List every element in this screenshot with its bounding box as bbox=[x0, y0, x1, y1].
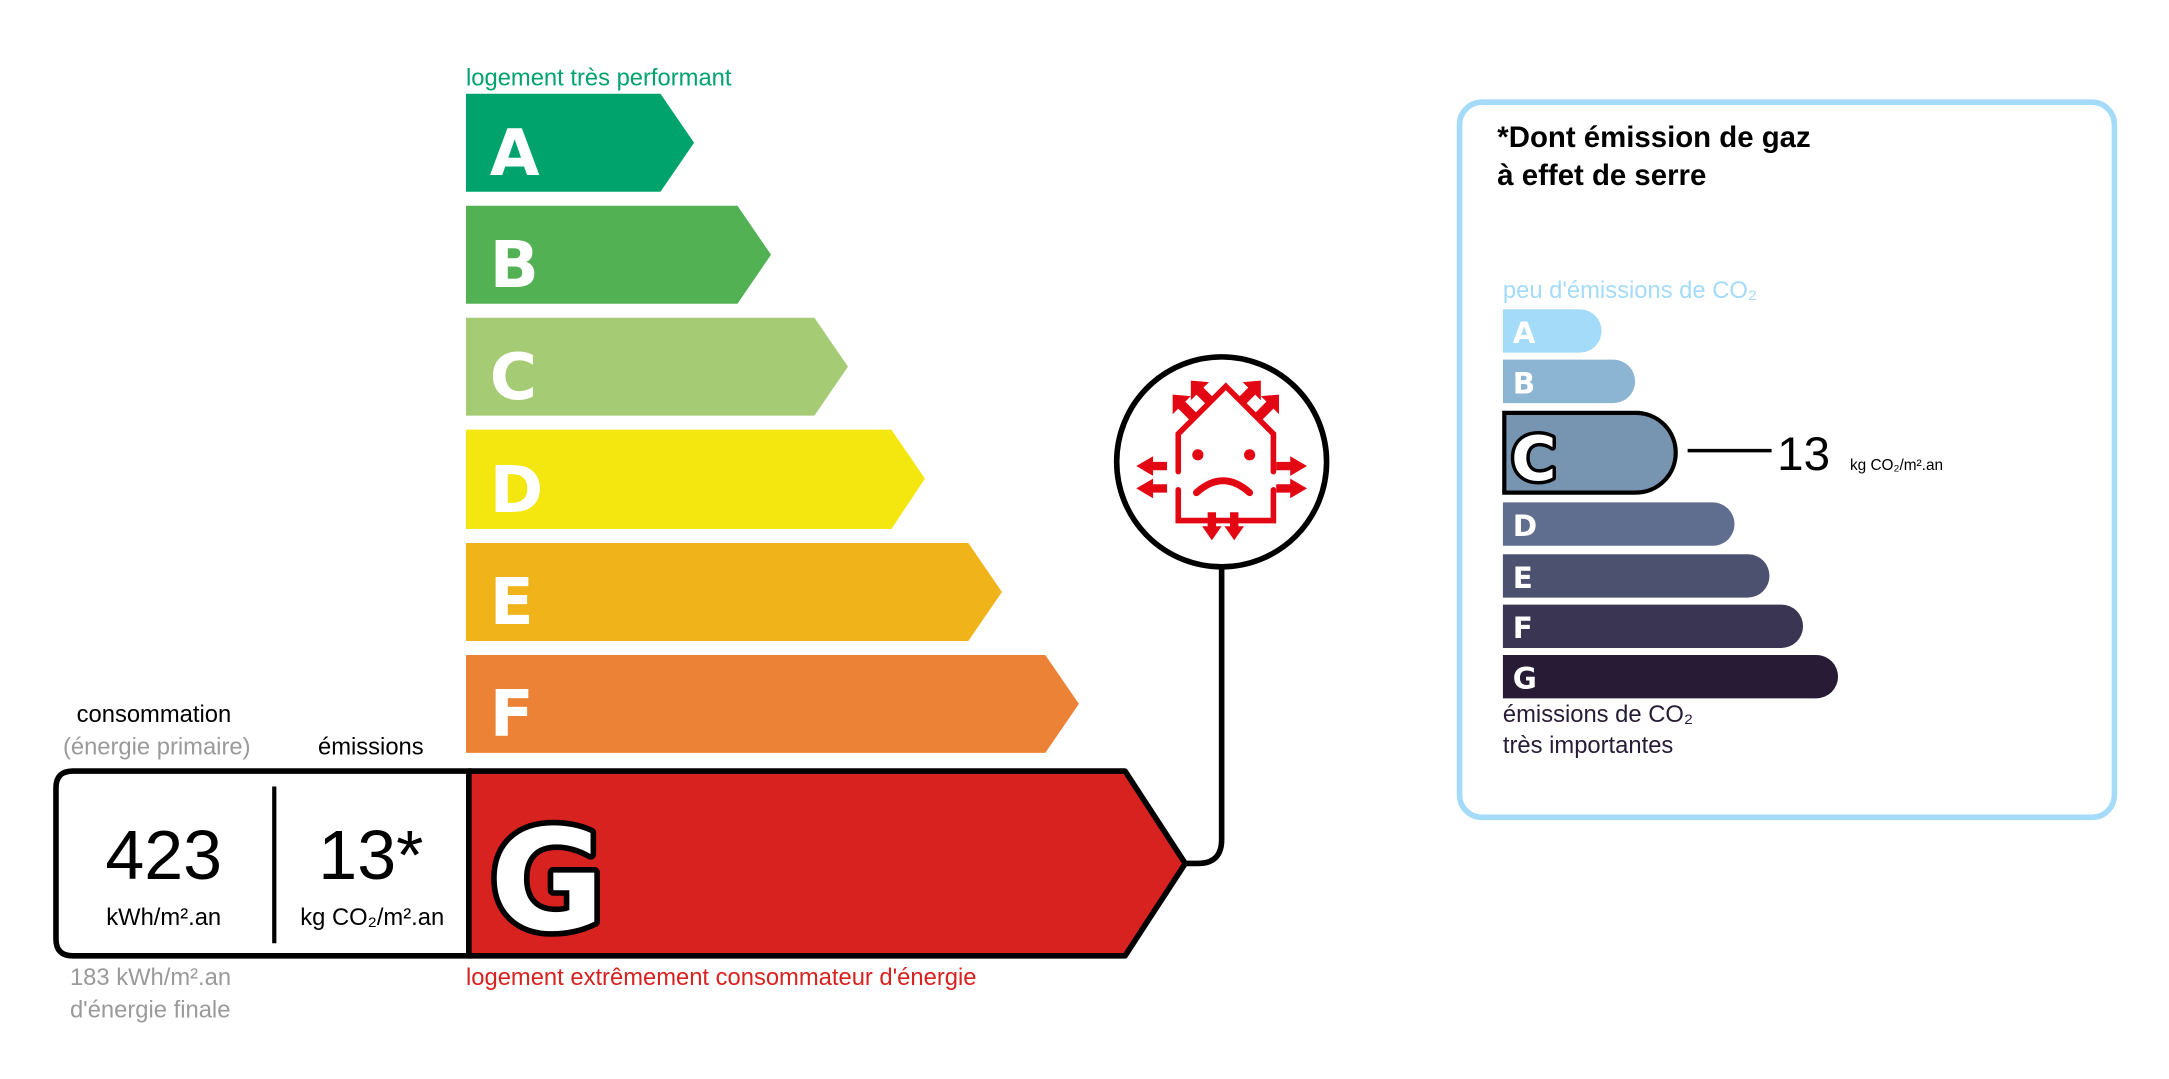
consumption-unit: kWh/m².an bbox=[106, 904, 221, 931]
svg-text:C: C bbox=[1511, 423, 1556, 495]
ges-bar-e: E bbox=[1502, 554, 1770, 598]
final-energy-value: 183 kWh/m².an bbox=[70, 964, 231, 991]
ges-value: 13 bbox=[1777, 428, 1830, 481]
consumption-subheader: (énergie primaire) bbox=[63, 733, 251, 760]
svg-text:G: G bbox=[1513, 662, 1537, 696]
ges-title-line2: à effet de serre bbox=[1497, 159, 1706, 192]
consumption-header: consommation bbox=[77, 701, 232, 728]
svg-text:D: D bbox=[1513, 509, 1537, 543]
ges-bottom-label-line2: très importantes bbox=[1503, 732, 1674, 759]
emissions-header: émissions bbox=[318, 733, 424, 760]
svg-text:E: E bbox=[1513, 561, 1533, 595]
dpe-bar-f: F bbox=[465, 654, 1079, 753]
ges-top-label: peu d'émissions de CO₂ bbox=[1503, 277, 1757, 304]
dpe-top-label: logement très performant bbox=[466, 64, 732, 91]
ges-unit: kg CO₂/m².an bbox=[1850, 457, 1943, 474]
svg-text:A: A bbox=[490, 116, 540, 191]
connector-line bbox=[1185, 568, 1225, 867]
svg-text:B: B bbox=[1513, 366, 1535, 400]
dpe-bar-b: B bbox=[465, 205, 772, 304]
house-heat-loss-sad-face-icon bbox=[1113, 354, 1330, 570]
svg-text:C: C bbox=[490, 340, 537, 415]
ges-bottom-label-line1: émissions de CO₂ bbox=[1503, 701, 1693, 728]
dpe-bar-e: E bbox=[465, 542, 1002, 641]
svg-text:D: D bbox=[490, 453, 543, 528]
ges-panel: *Dont émission de gaz à effet de serre p… bbox=[1456, 99, 2118, 821]
dpe-bar-g-current: G bbox=[53, 768, 1189, 969]
ges-bar-d: D bbox=[1502, 502, 1735, 546]
emissions-value: 13* bbox=[318, 816, 423, 894]
ges-bar-g: G bbox=[1502, 654, 1839, 699]
ges-bar-c-current: C bbox=[1502, 410, 1678, 499]
svg-text:F: F bbox=[490, 677, 534, 752]
svg-text:A: A bbox=[1513, 316, 1536, 350]
svg-text:F: F bbox=[1513, 611, 1533, 645]
ges-title-line1: *Dont émission de gaz bbox=[1497, 121, 1810, 154]
dpe-bottom-label: logement extrêmement consommateur d'éner… bbox=[466, 964, 976, 991]
ges-bar-b: B bbox=[1502, 359, 1636, 404]
svg-text:E: E bbox=[490, 565, 534, 640]
consumption-value: 423 bbox=[105, 816, 222, 894]
current-class-letter: G bbox=[490, 800, 605, 963]
dpe-bar-c: C bbox=[465, 317, 849, 416]
ges-bar-f: F bbox=[1502, 604, 1804, 648]
final-energy-label: d'énergie finale bbox=[70, 996, 230, 1023]
dpe-bar-d: D bbox=[465, 429, 925, 530]
ges-bar-a: A bbox=[1502, 309, 1602, 353]
emissions-unit: kg CO₂/m².an bbox=[300, 904, 444, 931]
svg-text:B: B bbox=[490, 228, 539, 303]
dpe-bar-a: A bbox=[465, 93, 695, 192]
